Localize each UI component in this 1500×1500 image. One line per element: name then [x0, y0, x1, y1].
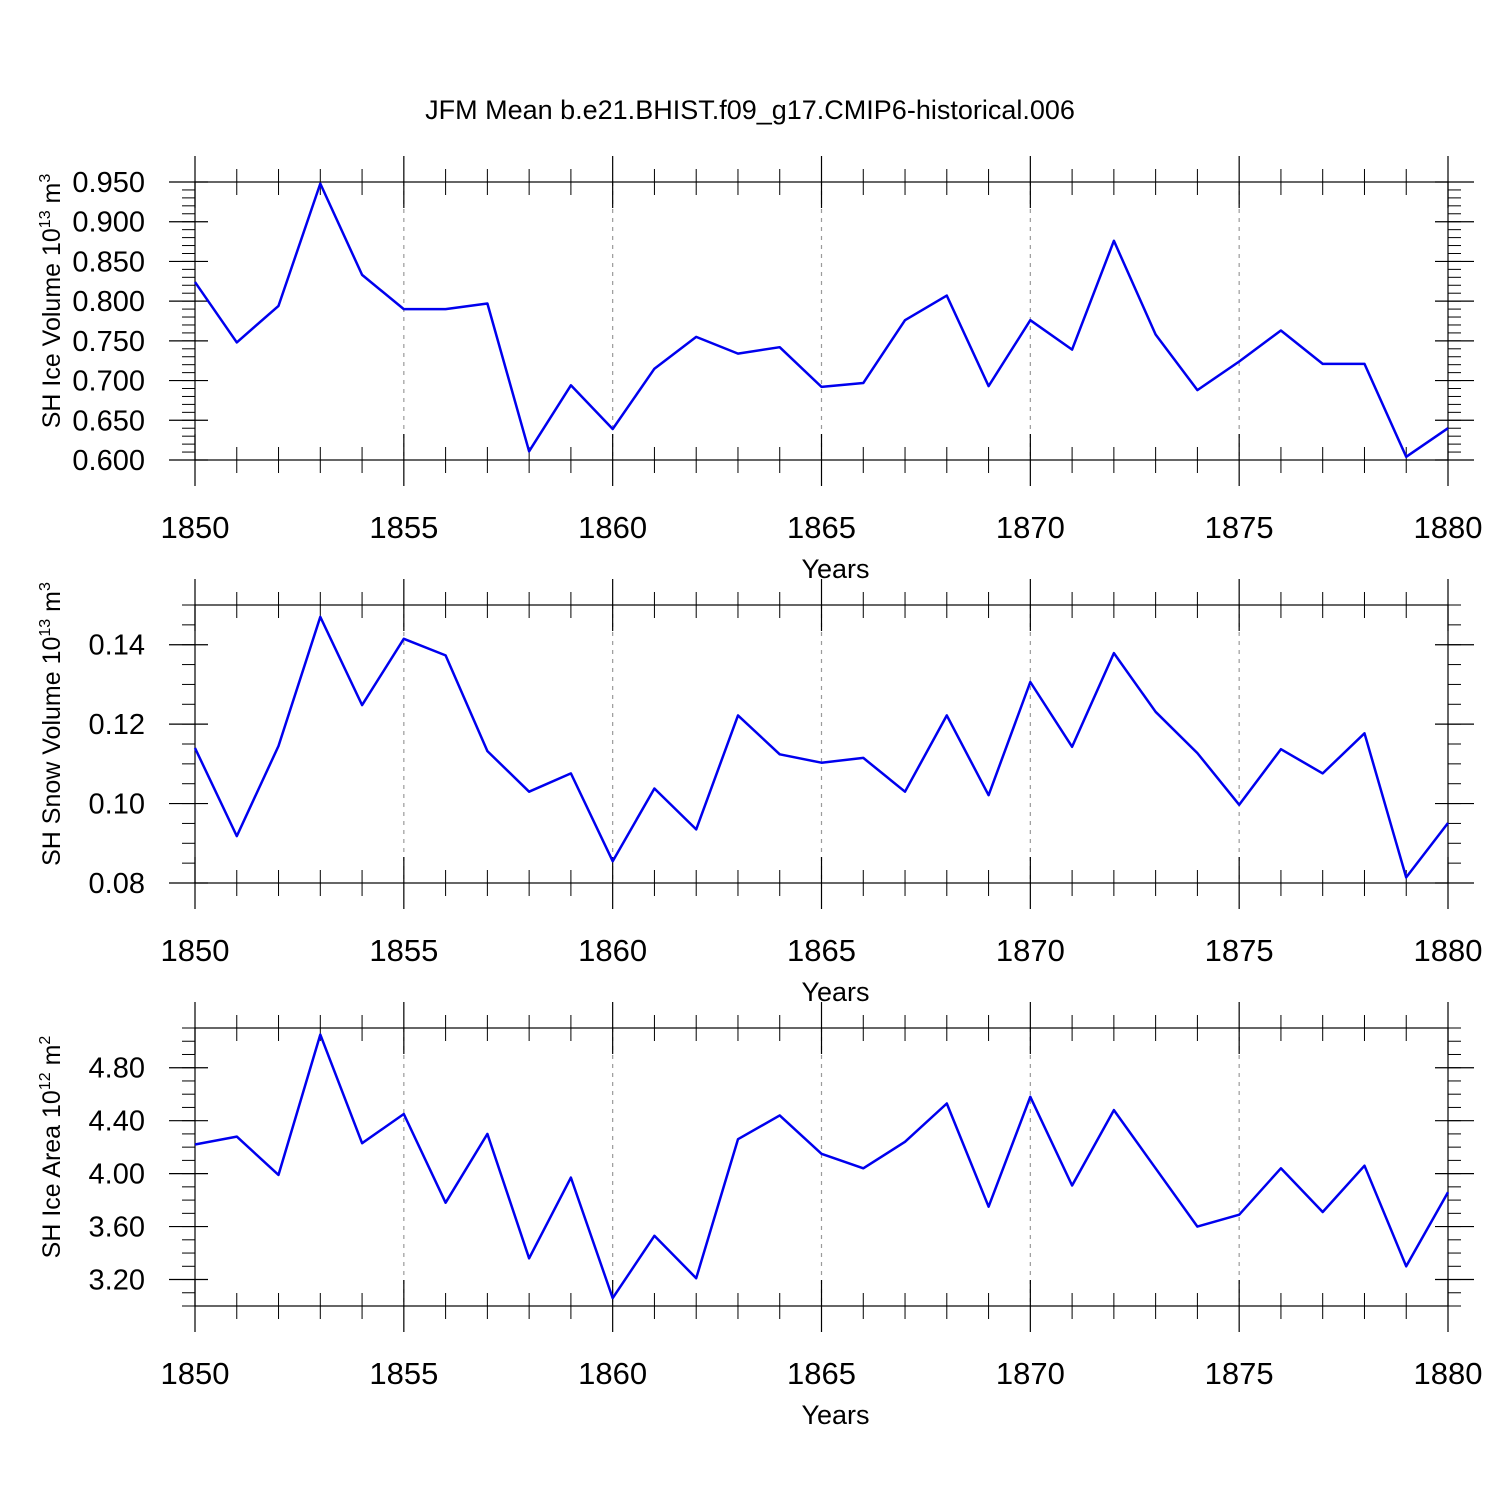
y-axis-label-main: SH Ice Area 10	[38, 1090, 66, 1258]
y-axis-label-exponent: 13	[37, 210, 54, 228]
y-tick-label: 0.12	[89, 709, 145, 741]
x-tick-label: 1865	[787, 510, 856, 545]
x-tick-label: 1860	[578, 1356, 647, 1391]
y-axis-label-unit: m	[38, 1045, 66, 1073]
x-tick-label: 1850	[161, 933, 230, 968]
x-tick-label: 1875	[1205, 510, 1274, 545]
y-axis-label-unit: m	[38, 183, 66, 211]
figure-title: JFM Mean b.e21.BHIST.f09_g17.CMIP6-histo…	[425, 95, 1075, 125]
y-tick-label: 4.40	[89, 1106, 145, 1138]
y-tick-label: 4.00	[89, 1159, 145, 1191]
x-tick-label: 1870	[996, 933, 1065, 968]
x-tick-label: 1870	[996, 510, 1065, 545]
y-tick-label: 0.14	[89, 630, 145, 662]
y-tick-label: 0.08	[89, 868, 145, 900]
x-tick-label: 1880	[1414, 933, 1483, 968]
x-tick-label: 1880	[1414, 1356, 1483, 1391]
y-axis-label: SH Ice Volume 1013 m3	[37, 174, 66, 429]
y-tick-label: 4.80	[89, 1053, 145, 1085]
x-tick-label: 1865	[787, 933, 856, 968]
y-tick-label: 3.20	[89, 1265, 145, 1297]
y-tick-label: 0.850	[72, 246, 145, 278]
series-line	[194, 1033, 1450, 1300]
y-axis-label-unit: m	[38, 591, 66, 619]
y-axis-label-exponent: 13	[37, 619, 54, 637]
y-tick-label: 0.600	[72, 445, 145, 477]
series-line	[193, 615, 1449, 879]
y-tick-label: 0.650	[72, 405, 145, 437]
x-tick-label: 1855	[369, 1356, 438, 1391]
x-tick-label: 1875	[1205, 933, 1274, 968]
y-axis-label: SH Snow Volume 1013 m3	[37, 582, 66, 866]
x-axis-label: Years	[801, 554, 869, 584]
x-tick-label: 1870	[996, 1356, 1065, 1391]
y-tick-label: 0.750	[72, 326, 145, 358]
x-tick-label: 1855	[369, 510, 438, 545]
chart-panel-3: 1850 1855 1860 1865 1870 1875 1880 3.20 3.60 4.00…	[37, 1002, 1482, 1430]
y-tick-label: 0.800	[72, 286, 145, 318]
y-axis-label-main: SH Ice Volume 10	[38, 228, 66, 428]
y-tick-label: 0.10	[89, 789, 145, 821]
series-line	[193, 182, 1449, 459]
y-axis-label-unit-exponent: 2	[37, 1036, 54, 1045]
x-axis-label: Years	[801, 977, 869, 1007]
x-axis-label: Years	[801, 1400, 869, 1430]
x-tick-label: 1860	[578, 510, 647, 545]
y-tick-label: 0.700	[72, 366, 145, 398]
y-axis-label: SH Ice Area 1012 m2	[37, 1036, 66, 1259]
x-tick-label: 1850	[161, 510, 230, 545]
x-tick-label: 1875	[1205, 1356, 1274, 1391]
x-tick-label: 1850	[161, 1356, 230, 1391]
y-axis-label-main: SH Snow Volume 10	[38, 637, 66, 866]
x-tick-label: 1860	[578, 933, 647, 968]
x-tick-label: 1855	[369, 933, 438, 968]
y-tick-label: 3.60	[89, 1212, 145, 1244]
y-axis-label-unit-exponent: 3	[37, 582, 54, 591]
chart-panel-1: 1850 1855 1860 1865 1870 1875 1880 0.600 0.650 0.…	[37, 156, 1482, 584]
x-tick-label: 1880	[1414, 510, 1483, 545]
y-tick-label: 0.900	[72, 207, 145, 239]
y-tick-label: 0.950	[72, 167, 145, 199]
y-axis-label-unit-exponent: 3	[37, 174, 54, 183]
chart-panel-2: 1850 1855 1860 1865 1870 1875 1880 0.08 0.10 0.12…	[37, 579, 1482, 1007]
x-tick-label: 1865	[787, 1356, 856, 1391]
y-axis-label-exponent: 12	[37, 1072, 54, 1090]
